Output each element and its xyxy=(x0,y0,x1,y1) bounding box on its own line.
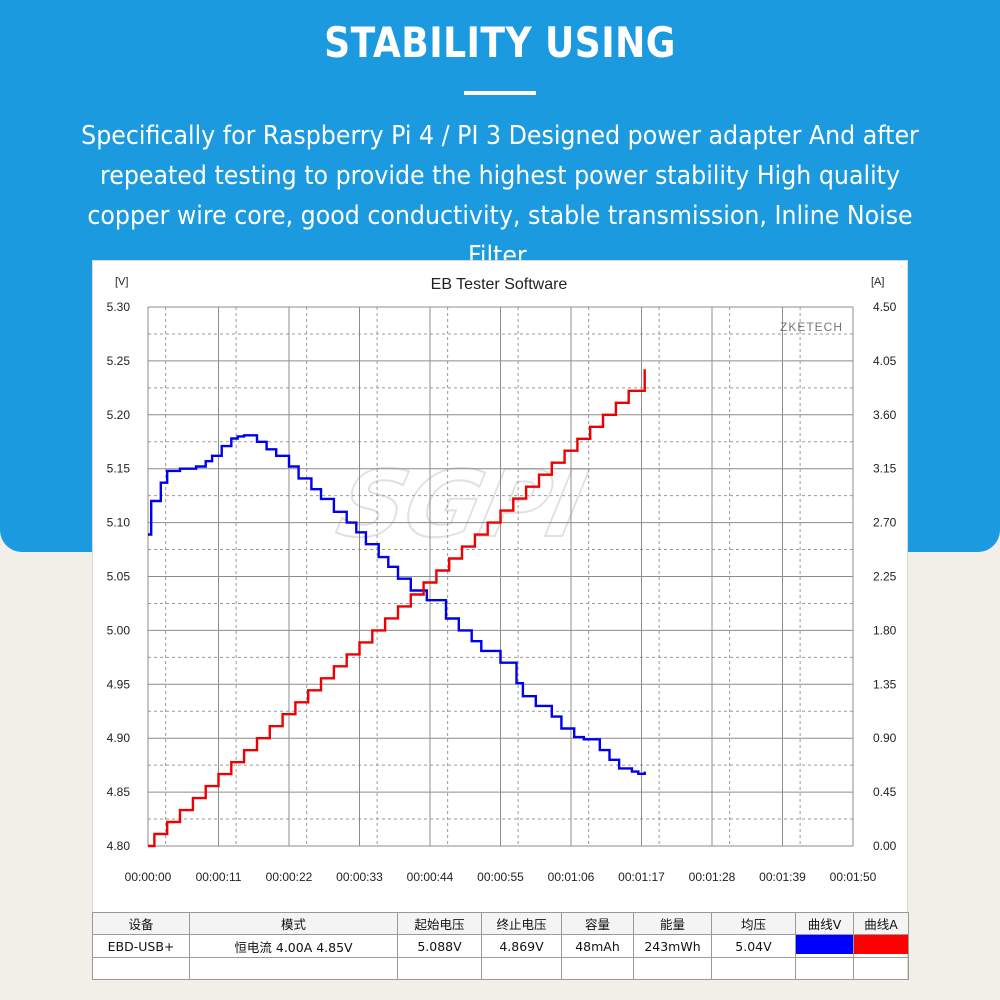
y-right-tick-label: 2.25 xyxy=(873,570,897,584)
curve-v-swatch xyxy=(796,935,853,954)
y-left-tick-label: 5.15 xyxy=(107,462,131,476)
chart-axes: 5.30 5.25 5.20 5.15 5.10 5.05 5.00 4.95 4.90 4.85… xyxy=(107,300,897,884)
x-tick-label: 00:00:00 xyxy=(125,870,172,884)
capacity-cell: 48mAh xyxy=(561,934,634,958)
y-right-tick-label: 4.50 xyxy=(873,300,897,314)
mode-cell: 恒电流 4.00A 4.85V xyxy=(189,934,398,958)
energy-cell: 243mWh xyxy=(633,934,712,958)
header-capacity: 容量 xyxy=(561,912,634,935)
x-tick-label: 00:01:06 xyxy=(548,870,595,884)
voltage-current-chart: SGPI 5.30 5.25 5.20 5.15 5.10 5.05 5.00 4.95 4.9… xyxy=(107,276,897,884)
title-divider xyxy=(464,91,536,95)
right-axis-unit: [A] xyxy=(871,276,884,288)
zketech-label: ZKETECH xyxy=(780,320,843,334)
chart-title: EB Tester Software xyxy=(431,276,568,293)
header-curve-v: 曲线V xyxy=(795,912,854,935)
curve-v-swatch-cell xyxy=(795,934,854,958)
y-left-tick-label: 5.05 xyxy=(107,570,131,584)
header-mode: 模式 xyxy=(189,912,398,935)
y-left-tick-label: 5.20 xyxy=(107,408,131,422)
x-tick-label: 00:01:17 xyxy=(618,870,665,884)
end-voltage-cell: 4.869V xyxy=(481,934,562,958)
y-left-tick-label: 5.30 xyxy=(107,300,131,314)
y-right-tick-label: 4.05 xyxy=(873,354,897,368)
x-tick-label: 00:00:55 xyxy=(477,870,524,884)
header-start-voltage: 起始电压 xyxy=(397,912,482,935)
chart-series xyxy=(148,369,646,848)
table-row: EBD-USB+ 恒电流 4.00A 4.85V 5.088V 4.869V 4… xyxy=(92,934,909,958)
x-tick-label: 00:01:39 xyxy=(759,870,806,884)
header-end-voltage: 终止电压 xyxy=(481,912,562,935)
y-left-tick-label: 4.90 xyxy=(107,731,131,745)
header-device: 设备 xyxy=(92,912,190,935)
header-energy: 能量 xyxy=(633,912,712,935)
y-right-tick-label: 0.45 xyxy=(873,785,897,799)
y-right-tick-label: 3.15 xyxy=(873,462,897,476)
x-tick-label: 00:01:28 xyxy=(689,870,736,884)
y-right-tick-label: 1.35 xyxy=(873,677,897,691)
x-tick-label: 00:00:22 xyxy=(266,870,313,884)
curve-a-swatch xyxy=(854,935,908,954)
voltage-series-line xyxy=(148,434,646,775)
left-axis-unit: [V] xyxy=(115,276,128,288)
y-right-tick-label: 2.70 xyxy=(873,516,897,530)
x-tick-label: 00:00:11 xyxy=(196,870,242,884)
page-title: STABILITY USING xyxy=(324,18,676,67)
svg-text:SGPI: SGPI xyxy=(329,451,595,558)
y-right-tick-label: 0.00 xyxy=(873,839,897,853)
header-avg-voltage: 均压 xyxy=(711,912,796,935)
chart-grid xyxy=(147,306,854,847)
description-text: Specifically for Raspberry Pi 4 / PI 3 D… xyxy=(81,121,919,271)
y-right-tick-label: 0.90 xyxy=(873,731,897,745)
y-left-tick-label: 5.25 xyxy=(107,354,131,368)
x-tick-label: 00:01:50 xyxy=(830,870,877,884)
current-series-line xyxy=(148,369,646,848)
info-table: 设备 模式 起始电压 终止电压 容量 能量 均压 曲线V 曲线A EBD-USB… xyxy=(92,912,909,980)
y-left-tick-label: 5.00 xyxy=(107,623,131,637)
y-left-tick-label: 4.80 xyxy=(107,839,131,853)
table-header-row: 设备 模式 起始电压 终止电压 容量 能量 均压 曲线V 曲线A xyxy=(92,912,909,935)
device-cell: EBD-USB+ xyxy=(92,934,190,958)
y-right-tick-label: 1.80 xyxy=(873,623,897,637)
table-empty-row xyxy=(92,957,909,980)
y-left-tick-label: 4.95 xyxy=(107,677,131,691)
x-tick-label: 00:00:44 xyxy=(407,870,454,884)
y-left-tick-label: 5.10 xyxy=(107,516,131,530)
header-curve-a: 曲线A xyxy=(853,912,909,935)
curve-a-swatch-cell xyxy=(853,934,909,958)
x-tick-label: 00:00:33 xyxy=(336,870,383,884)
tester-panel: SGPI 5.30 5.25 5.20 5.15 5.10 5.05 5.00 4.95 4.9… xyxy=(92,260,908,980)
start-voltage-cell: 5.088V xyxy=(397,934,482,958)
avg-voltage-cell: 5.04V xyxy=(711,934,796,958)
y-right-tick-label: 3.60 xyxy=(873,408,897,422)
y-left-tick-label: 4.85 xyxy=(107,785,131,799)
brand-watermark: SGPI xyxy=(328,450,596,559)
